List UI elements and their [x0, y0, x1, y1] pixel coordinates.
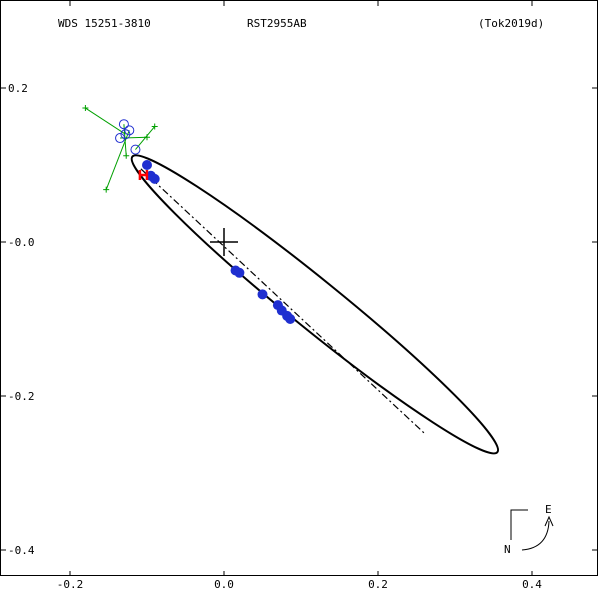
orbit-path: [130, 154, 500, 455]
y-tick-label: -0.2: [8, 390, 35, 403]
filled-observation-point: [285, 314, 296, 324]
observation-points: [115, 119, 296, 324]
y-tick-label: 0.2: [8, 82, 28, 95]
orbit-ellipse: [130, 154, 500, 455]
orbit-reference: (Tok2019d): [478, 17, 544, 30]
primary-star-cross-icon: [210, 228, 238, 256]
periastron-marker: [138, 170, 149, 181]
compass-north-label: N: [504, 543, 511, 556]
x-tick-label: 0.4: [522, 578, 542, 591]
primary-star-marker: [210, 228, 238, 256]
residual-endpoint-cross: [103, 186, 110, 193]
compass-axes: [510, 509, 528, 540]
residual-line: [105, 130, 130, 190]
compass-east-label: E: [545, 503, 552, 516]
residual-endpoint-cross: [82, 105, 89, 112]
line-of-nodes: [140, 168, 427, 435]
residual-lines: [82, 105, 158, 193]
residual-line: [85, 107, 126, 135]
line-of-nodes-path: [140, 168, 427, 435]
filled-observation-point: [142, 160, 152, 170]
periastron-marker-icon: [138, 170, 149, 181]
residual-line: [135, 126, 156, 150]
compass-arrow: [521, 520, 550, 551]
discoverer-code: RST2955AB: [247, 17, 307, 30]
x-tick-label: -0.2: [57, 578, 84, 591]
residual-endpoint-cross: [123, 152, 130, 159]
open-observation-point: [118, 119, 129, 130]
plot-frame: [0, 0, 598, 576]
y-tick-label: -0.0: [8, 236, 35, 249]
axis-ticks: -0.2 0.0 0.2 0.4 0.2 -0.0 -0.2 -0.4: [1, 1, 597, 591]
x-tick-label: 0.0: [214, 578, 234, 591]
y-tick-label: -0.4: [8, 544, 35, 557]
compass: E N: [504, 503, 554, 556]
x-tick-label: 0.2: [368, 578, 388, 591]
open-observation-point: [115, 133, 126, 144]
filled-observation-point: [257, 289, 268, 300]
compass-arrowhead-icon: [544, 515, 554, 527]
residual-endpoint-cross: [151, 123, 158, 130]
open-observation-point: [124, 125, 135, 136]
open-observation-point: [130, 144, 141, 155]
filled-observation-point: [149, 173, 160, 184]
open-observation-point: [120, 129, 131, 140]
filled-observation-point: [234, 267, 245, 278]
wds-designation: WDS 15251-3810: [58, 17, 151, 30]
